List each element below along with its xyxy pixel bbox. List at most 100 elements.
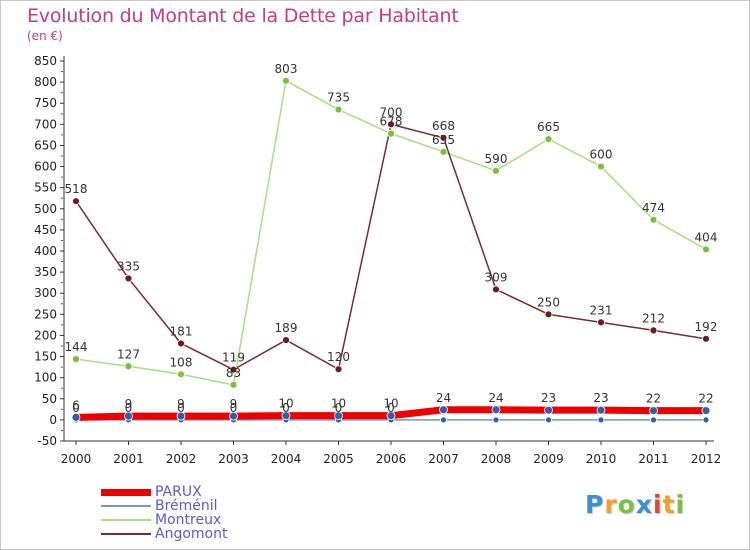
data-label: 10 xyxy=(383,397,398,411)
data-point xyxy=(439,147,448,156)
data-point xyxy=(544,310,553,319)
legend-label: Angomont xyxy=(155,526,228,542)
data-point xyxy=(702,416,710,424)
data-point xyxy=(229,411,238,421)
data-point xyxy=(492,166,500,175)
legend-swatch xyxy=(101,533,151,535)
data-point xyxy=(334,105,343,114)
data-label: 212 xyxy=(642,311,665,325)
data-point xyxy=(649,326,658,335)
data-label: 0 xyxy=(282,401,290,415)
y-tick-label: 450 xyxy=(34,223,57,237)
data-point xyxy=(702,334,710,343)
y-tick-label: 350 xyxy=(34,265,57,279)
legend-swatch xyxy=(101,519,151,521)
data-label: 700 xyxy=(380,105,403,119)
y-tick-label: 50 xyxy=(42,392,57,406)
data-point xyxy=(176,411,186,421)
data-point xyxy=(229,365,238,374)
data-label: 678 xyxy=(380,115,403,129)
x-tick-label: 2006 xyxy=(376,452,407,466)
y-tick-label: 200 xyxy=(34,328,57,342)
data-label: 735 xyxy=(327,91,350,105)
data-point xyxy=(649,215,658,224)
logo-letter: r xyxy=(604,490,618,519)
legend-item: Montreux xyxy=(101,513,227,527)
data-point xyxy=(334,365,343,374)
y-tick-label: 650 xyxy=(34,138,57,152)
x-tick-label: 2011 xyxy=(638,452,669,466)
legend-swatch xyxy=(101,488,151,496)
data-point xyxy=(596,405,606,415)
data-label: 6 xyxy=(72,398,80,412)
x-tick-label: 2003 xyxy=(218,452,249,466)
data-label: 181 xyxy=(170,324,193,338)
data-point xyxy=(492,416,500,424)
x-tick-label: 2005 xyxy=(323,452,354,466)
y-tick-label: 600 xyxy=(34,160,57,174)
x-tick-label: 2000 xyxy=(61,452,92,466)
data-point xyxy=(440,416,447,424)
y-tick-label: 0 xyxy=(49,413,57,427)
legend-label: Montreux xyxy=(155,512,222,528)
data-point xyxy=(597,318,605,327)
data-label: 22 xyxy=(646,392,661,406)
data-label: 23 xyxy=(593,391,608,405)
data-point xyxy=(544,135,553,144)
data-label: 474 xyxy=(642,201,665,215)
data-label: 9 xyxy=(125,397,133,411)
data-label: 22 xyxy=(698,392,713,406)
data-point xyxy=(282,336,290,344)
logo-letter: P xyxy=(585,490,605,519)
data-point xyxy=(649,406,658,416)
chart-title: Evolution du Montant de la Dette par Hab… xyxy=(27,5,459,27)
data-point xyxy=(491,405,501,415)
data-label: 24 xyxy=(488,391,503,405)
legend-item: Angomont xyxy=(101,527,227,541)
y-tick-label: 500 xyxy=(34,202,57,216)
y-tick-label: 700 xyxy=(34,117,57,131)
proxiti-logo: Proxiti xyxy=(585,490,685,519)
y-tick-label: 550 xyxy=(34,181,57,195)
y-tick-label: 300 xyxy=(34,286,57,300)
data-label: 0 xyxy=(177,401,185,415)
logo-letter: o xyxy=(617,490,636,519)
data-label: 119 xyxy=(222,351,245,365)
data-label: 9 xyxy=(177,397,185,411)
data-point xyxy=(124,362,133,371)
data-label: 189 xyxy=(275,321,298,335)
data-point xyxy=(387,129,395,138)
logo-letter: i xyxy=(675,490,686,519)
x-tick-label: 2007 xyxy=(428,452,459,466)
data-label: 590 xyxy=(485,152,508,166)
data-label: 335 xyxy=(117,259,140,273)
data-label: 250 xyxy=(537,295,560,309)
data-point xyxy=(387,120,395,129)
data-point xyxy=(650,416,657,424)
unit-label: (en €) xyxy=(27,29,63,43)
legend-item: PARUX xyxy=(101,485,227,499)
y-tick-label: 100 xyxy=(34,371,57,385)
y-tick-label: 800 xyxy=(34,75,57,89)
x-tick-label: 2009 xyxy=(533,452,564,466)
data-point xyxy=(701,406,711,416)
legend-swatch xyxy=(101,505,151,507)
y-tick-label: -50 xyxy=(37,434,57,448)
data-label: 83 xyxy=(226,366,241,380)
y-tick-label: 850 xyxy=(34,54,57,68)
data-point xyxy=(386,411,396,421)
x-tick-label: 2004 xyxy=(271,452,302,466)
legend: PARUX Bréménil Montreux Angomont xyxy=(101,485,227,541)
data-point xyxy=(124,411,133,421)
data-point xyxy=(229,380,238,389)
logo-letter: i xyxy=(653,490,663,519)
data-point xyxy=(72,197,80,206)
logo-letter: t xyxy=(662,490,676,519)
data-point xyxy=(177,339,185,348)
data-label: 108 xyxy=(170,355,193,369)
data-label: 0 xyxy=(335,401,343,415)
data-point xyxy=(71,412,81,422)
data-label: 309 xyxy=(485,270,508,284)
